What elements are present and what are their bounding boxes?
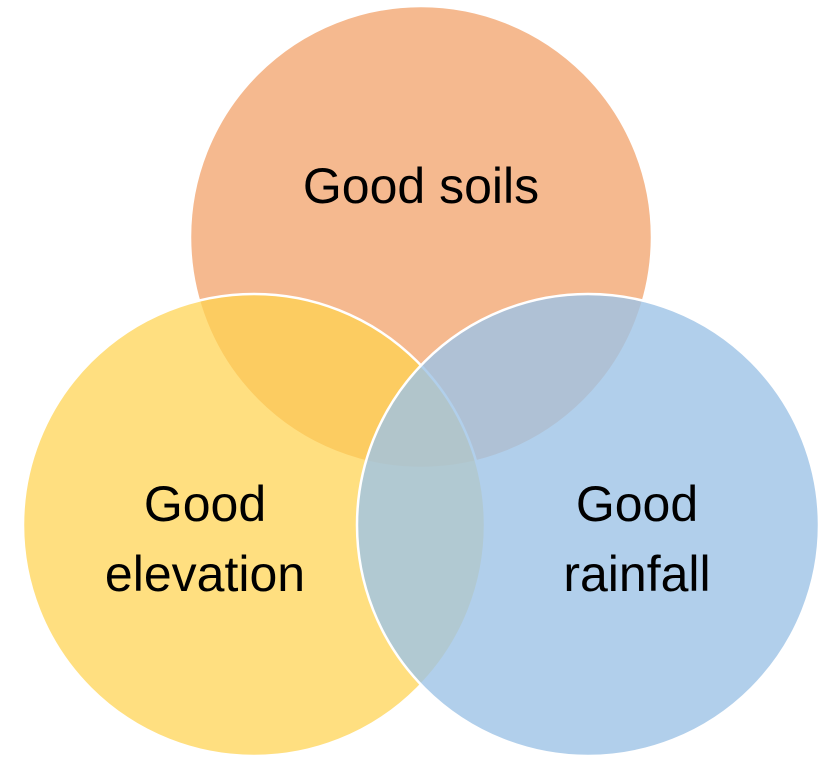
label-soils: Good soils [303, 158, 539, 214]
label-elevation-line1: Good [144, 476, 266, 532]
label-elevation-line2: elevation [105, 546, 305, 602]
label-rainfall-line2: rainfall [563, 546, 710, 602]
circle-rainfall [355, 292, 821, 757]
label-rainfall-line1: Good [576, 476, 698, 532]
